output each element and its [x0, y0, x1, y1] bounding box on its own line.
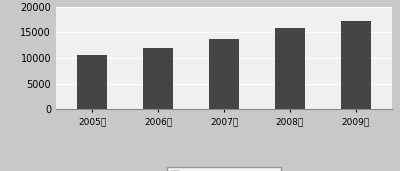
- Bar: [341, 21, 370, 109]
- Bar: [275, 29, 305, 109]
- Bar: [143, 48, 173, 109]
- Bar: [209, 39, 239, 109]
- Bar: [78, 55, 107, 109]
- Legend: 城镇居民人均可支配收入（单位：元）: 城镇居民人均可支配收入（单位：元）: [166, 167, 282, 171]
